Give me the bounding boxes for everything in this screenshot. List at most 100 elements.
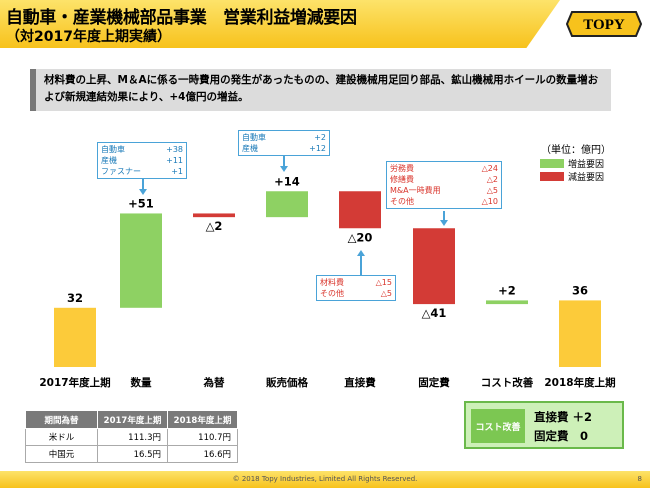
direct-callout-item-name: その他 (320, 289, 344, 298)
fixed-callout-item-name: 労務費 (390, 164, 414, 173)
value-label: 32 (67, 291, 83, 305)
footer: © 2018 Topy Industries, Limited All Righ… (0, 471, 650, 488)
fixed-callout-row: 修繕費 △2 (390, 174, 498, 185)
bar-increase (266, 191, 308, 218)
price-callout-item-value: +2 (314, 133, 326, 142)
legend-increase-swatch (540, 159, 564, 168)
value-label: △2 (206, 219, 223, 233)
bar-total (559, 300, 601, 367)
fixed-callout-item-name: 修繕費 (390, 175, 414, 184)
cost-improvement-tag: コスト改善 (471, 409, 525, 443)
waterfall-chart: 32 +51 △2 +14 △20 △41 +2 36 2017年度上期 数量 為替 販売価格 直接費… (39, 174, 615, 389)
fixed-callout-item-value: △10 (481, 197, 498, 206)
fixed-callout-item-value: △2 (486, 175, 498, 184)
bar-decrease (193, 213, 235, 218)
price-callout-item-name: 自動車 (242, 133, 266, 142)
value-label: +14 (274, 174, 300, 188)
volume-callout-row: 自動車 +38 (101, 144, 183, 155)
bar-decrease (339, 191, 381, 229)
price-callout-item-name: 産機 (242, 144, 258, 153)
legend-increase-label: 増益要因 (568, 160, 605, 170)
fixed-callout-item-value: △5 (486, 186, 498, 195)
cost-improvement-box: コスト改善 直接費 ＋2 固定費 0 (464, 401, 624, 449)
fixed-cost-callout: 労務費 △24 修繕費 △2 M&A一時費用 △5 その他 △10 (386, 161, 502, 209)
volume-callout-item-name: ファスナー (101, 167, 141, 176)
price-callout-row: 自動車 +2 (242, 132, 326, 143)
bar-increase (486, 300, 528, 305)
price-callout-row: 産機 +12 (242, 143, 326, 154)
legend-increase: 増益要因 (540, 157, 604, 170)
category-label: 販売価格 (266, 376, 308, 389)
value-label: △41 (422, 306, 447, 320)
cost-direct-line: 直接費 ＋2 (534, 410, 593, 424)
fixed-arrow-head (440, 220, 448, 226)
header-band (0, 0, 560, 48)
volume-callout-item-name: 自動車 (101, 145, 125, 154)
value-label: +2 (498, 283, 516, 297)
summary-box: 材料費の上昇、M＆Aに係る一時費用の発生があったものの、建設機械用足回り部品、鉱… (30, 69, 611, 111)
unit-label: （単位：億円） (541, 145, 611, 156)
value-label: +51 (128, 196, 154, 210)
header: 自動車・産業機械部品事業 営業利益増減要因 （対2017年度上期実績） TOPY (0, 0, 650, 48)
direct-callout-item-value: △5 (380, 289, 392, 298)
category-label: 2017年度上期 (39, 376, 110, 389)
value-label: △20 (348, 230, 373, 244)
price-arrow-head (280, 166, 288, 172)
fx-header-2018: 2018年度上期 (167, 410, 238, 429)
topy-logo: TOPY (566, 11, 642, 37)
fixed-callout-row: 労務費 △24 (390, 163, 498, 174)
direct-callout-item-value: △15 (375, 278, 392, 287)
direct-callout-row: 材料費 △15 (320, 277, 392, 288)
volume-callout-item-name: 産機 (101, 156, 117, 165)
fixed-callout-item-value: △24 (481, 164, 498, 173)
value-label: 36 (572, 283, 588, 297)
volume-callout-row: 産機 +11 (101, 155, 183, 166)
direct-callout-item-name: 材料費 (320, 278, 344, 287)
category-label: 為替 (203, 376, 225, 389)
fx-rate-2018: 16.6円 (167, 445, 238, 463)
price-callout-item-value: +12 (309, 144, 326, 153)
price-arrow-line (283, 156, 285, 167)
direct-cost-callout: 材料費 △15 その他 △5 (316, 275, 396, 301)
fx-currency: 米ドル (25, 428, 98, 446)
fx-currency: 中国元 (25, 445, 98, 463)
volume-callout-item-value: +11 (166, 156, 183, 165)
page-number: 8 (637, 475, 642, 483)
fx-table-header-row: 期間為替 2017年度上期 2018年度上期 (25, 410, 238, 429)
bar-total (54, 307, 96, 367)
category-label: 2018年度上期 (544, 376, 615, 389)
category-label: 直接費 (344, 376, 376, 389)
footer-copyright: © 2018 Topy Industries, Limited All Righ… (232, 475, 418, 483)
volume-callout-item-value: +38 (166, 145, 183, 154)
direct-callout-row: その他 △5 (320, 288, 392, 299)
legend-decrease-label: 減益要因 (568, 173, 605, 183)
page-subtitle: （対2017年度上期実績） (6, 29, 171, 45)
direct-arrow-head (357, 250, 365, 256)
volume-arrow-head (139, 189, 147, 195)
volume-callout-item-value: +1 (171, 167, 183, 176)
fixed-callout-row: M&A一時費用 △5 (390, 185, 498, 196)
category-label: 固定費 (418, 376, 450, 389)
volume-callout: 自動車 +38 産機 +11 ファスナー +1 (97, 142, 187, 179)
price-callout: 自動車 +2 産機 +12 (238, 130, 330, 156)
category-label: コスト改善 (481, 376, 534, 389)
fx-rate-2017: 16.5円 (97, 445, 168, 463)
legend-decrease: 減益要因 (540, 170, 604, 183)
bar-decrease (413, 228, 455, 305)
table-row: 米ドル 111.3円 110.7円 (25, 428, 238, 446)
fx-rate-2018: 110.7円 (167, 428, 238, 446)
table-row: 中国元 16.5円 16.6円 (25, 445, 238, 463)
logo-text: TOPY (583, 17, 625, 33)
category-label: 数量 (130, 376, 152, 389)
direct-arrow-line (360, 255, 362, 275)
fx-header-period: 期間為替 (25, 410, 98, 429)
fixed-callout-item-name: その他 (390, 197, 414, 206)
fixed-callout-row: その他 △10 (390, 196, 498, 207)
fixed-arrow-line (443, 211, 445, 221)
volume-callout-row: ファスナー +1 (101, 166, 183, 177)
fx-rate-table: 期間為替 2017年度上期 2018年度上期 米ドル 111.3円 110.7円… (25, 410, 238, 463)
bar-increase (120, 213, 162, 308)
fx-rate-2017: 111.3円 (97, 428, 168, 446)
fixed-callout-item-name: M&A一時費用 (390, 186, 441, 195)
legend-decrease-swatch (540, 172, 564, 181)
